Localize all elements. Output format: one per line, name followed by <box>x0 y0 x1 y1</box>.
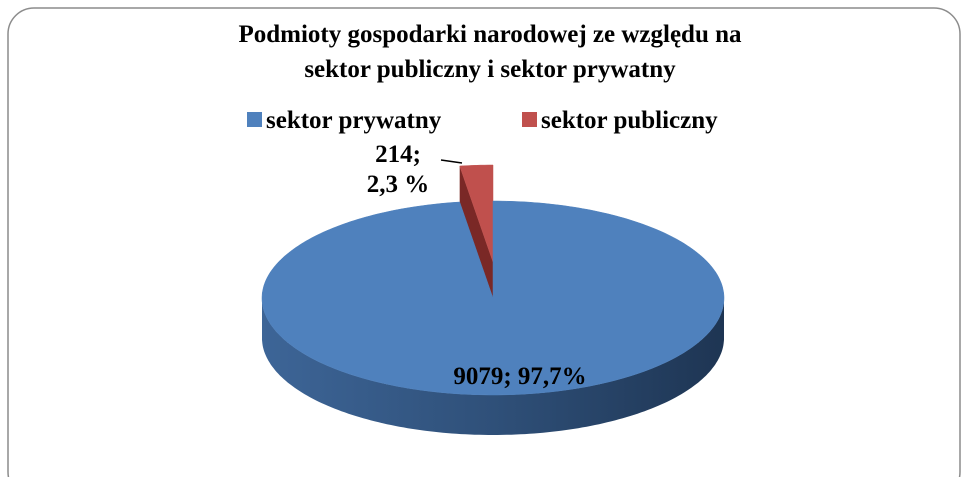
legend-swatch <box>247 112 262 127</box>
chart-title: sektor publiczny i sektor prywatny <box>304 56 676 83</box>
slice <box>459 164 494 263</box>
leader-line <box>440 159 463 164</box>
slice-side <box>262 298 724 435</box>
legend-label: sektor prywatny <box>266 107 442 134</box>
legend: sektor prywatny sektor publiczny <box>247 107 718 134</box>
legend-swatch <box>522 112 537 127</box>
legend-label: sektor publiczny <box>541 107 718 134</box>
data-label: 214; 2,3 % <box>366 141 430 198</box>
pie <box>261 164 725 435</box>
chart-title: Podmioty gospodarki narodowej ze względu… <box>238 21 742 48</box>
data-label: 9079; 97,7% <box>453 363 587 390</box>
slice <box>261 200 725 396</box>
slice-face <box>459 166 493 302</box>
